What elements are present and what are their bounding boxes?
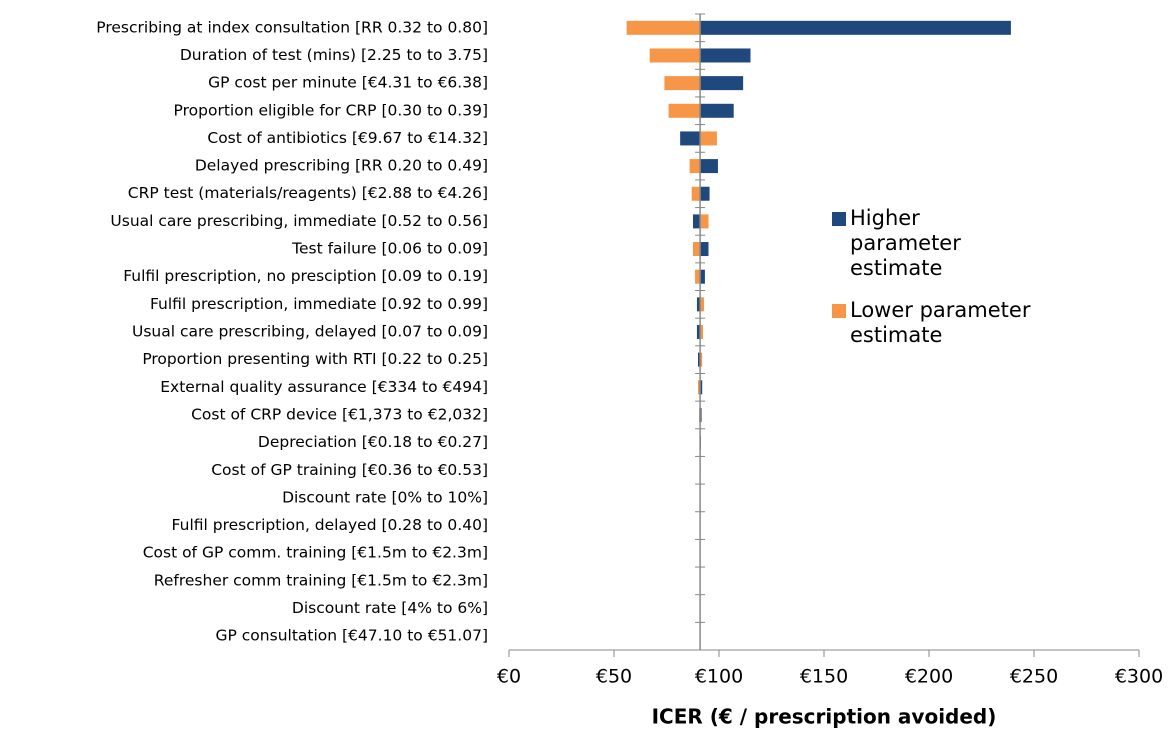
bar <box>700 186 710 201</box>
bar <box>700 242 709 257</box>
bar <box>668 103 701 118</box>
category-label: GP consultation [€47.10 to €51.07] <box>216 627 489 645</box>
legend-swatch <box>832 212 846 226</box>
bar <box>700 297 705 312</box>
legend-swatch <box>832 304 846 318</box>
bar <box>626 20 701 35</box>
legend-label: Lower parameter estimate <box>850 298 1031 347</box>
x-tick-label: €150 <box>800 666 848 688</box>
bar <box>664 76 701 91</box>
bar <box>691 186 701 201</box>
bar <box>700 269 705 284</box>
x-axis-title: ICER (€ / prescription avoided) <box>652 705 997 729</box>
category-label: Discount rate [4% to 6%] <box>292 599 488 617</box>
category-label: External quality assurance [€334 to €494… <box>160 378 488 396</box>
category-label: Cost of GP training [€0.36 to €0.53] <box>211 461 488 479</box>
bar <box>700 20 1011 35</box>
bar <box>700 103 734 118</box>
category-label: Fulfil prescription, no presciption [0.0… <box>123 267 488 285</box>
bar <box>700 131 717 146</box>
category-label: Cost of GP comm. training [€1.5m to €2.3… <box>143 544 488 562</box>
bar <box>696 325 701 339</box>
legend-label: Higher parameter estimate <box>850 206 961 280</box>
legend-item: Higher parameter estimate <box>832 206 1007 281</box>
bar <box>700 352 703 367</box>
bar <box>700 159 718 174</box>
x-tick-label: €100 <box>695 666 743 688</box>
category-label: Cost of antibiotics [€9.67 to €14.32] <box>207 129 488 147</box>
category-label: Fulfil prescription, immediate [0.92 to … <box>150 295 488 313</box>
bar <box>698 380 701 395</box>
category-label: Discount rate [0% to 10%] <box>282 488 488 506</box>
x-tick-label: €0 <box>497 666 521 688</box>
category-label: CRP test (materials/reagents) [€2.88 to … <box>128 184 488 202</box>
bar <box>700 325 704 339</box>
x-tick-label: €250 <box>1010 666 1058 688</box>
legend-item: Lower parameter estimate <box>832 298 1072 348</box>
bar <box>689 159 701 174</box>
bar <box>700 214 709 229</box>
bar <box>700 76 744 91</box>
category-label: Prescribing at index consultation [RR 0.… <box>96 18 488 36</box>
bar <box>700 380 703 395</box>
category-label: Duration of test (mins) [2.25 to to 3.75… <box>180 46 488 64</box>
x-tick-label: €200 <box>905 666 953 688</box>
category-label: Usual care prescribing, delayed [0.07 to… <box>132 323 488 341</box>
bar <box>700 48 751 63</box>
x-tick-label: €300 <box>1115 666 1163 688</box>
category-label: Test failure [0.06 to 0.09] <box>291 240 488 258</box>
category-label: Proportion presenting with RTI [0.22 to … <box>142 350 488 368</box>
category-label: GP cost per minute [€4.31 to €6.38] <box>208 74 488 92</box>
bar <box>696 297 701 312</box>
bar <box>692 214 701 229</box>
category-label: Depreciation [€0.18 to €0.27] <box>258 433 488 451</box>
category-label: Cost of CRP device [€1,373 to €2,032] <box>191 405 488 423</box>
category-label: Usual care prescribing, immediate [0.52 … <box>110 212 488 230</box>
category-label: Proportion eligible for CRP [0.30 to 0.3… <box>174 101 488 119</box>
category-label: Fulfil prescription, delayed [0.28 to 0.… <box>172 516 488 534</box>
bar <box>680 131 701 146</box>
x-tick-label: €50 <box>596 666 632 688</box>
category-label: Refresher comm training [€1.5m to €2.3m] <box>154 571 488 589</box>
category-label: Delayed prescribing [RR 0.20 to 0.49] <box>195 157 488 175</box>
bar <box>649 48 701 63</box>
bar <box>695 269 701 284</box>
bar <box>692 242 701 257</box>
bar <box>698 352 701 367</box>
